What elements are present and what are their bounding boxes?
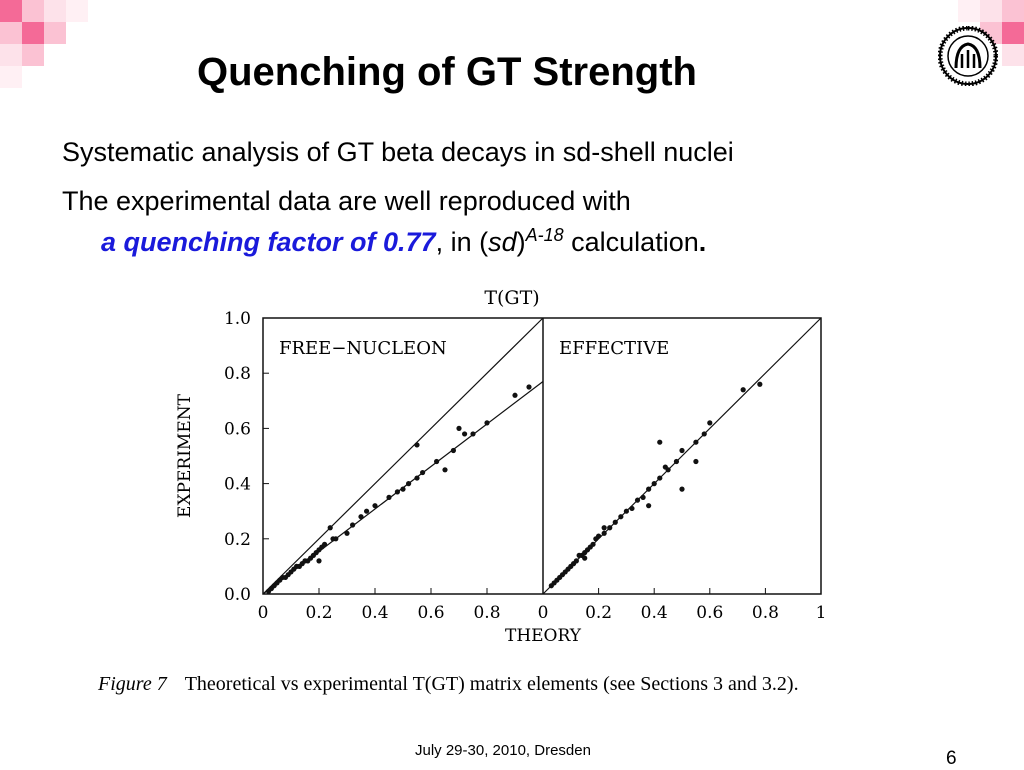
data-point <box>601 530 607 536</box>
y-tick-label: 1.0 <box>224 309 251 329</box>
bullet-2-tail: calculation <box>563 227 699 257</box>
data-point <box>450 447 456 454</box>
bullet-2: The experimental data are well reproduce… <box>62 186 631 216</box>
data-point <box>596 533 602 539</box>
data-point <box>372 503 378 509</box>
panel-label: EFFECTIVE <box>559 338 669 359</box>
data-point <box>646 486 652 492</box>
data-point <box>601 525 607 531</box>
footer-date: July 29-30, 2010, Dresden <box>415 742 591 759</box>
caption-figure-label: Figure 7 <box>98 673 167 695</box>
plot-frame <box>262 317 822 595</box>
data-point <box>590 541 596 547</box>
bullet-1: Systematic analysis of GT beta decays in… <box>62 137 734 167</box>
data-point <box>657 475 663 481</box>
bullet-2-close-paren: ) <box>516 227 526 257</box>
data-point <box>573 558 579 564</box>
tgt-scatter-chart: T(GT) FREE−NUCLEON 0 0.2 0.4 0.6 0.8 0.0 0.2 0.4 0… <box>175 287 827 646</box>
university-seal-icon <box>937 25 999 87</box>
data-point <box>657 439 663 445</box>
data-point <box>679 486 685 492</box>
bullet-2-period: . <box>698 227 707 257</box>
y-tick-label: 0.0 <box>224 585 251 605</box>
x-tick-label: 0.8 <box>473 603 500 623</box>
data-point <box>646 503 652 509</box>
data-point <box>707 420 713 426</box>
x-tick-label: 0.8 <box>752 603 779 623</box>
data-point <box>612 519 618 525</box>
data-point <box>456 425 462 431</box>
data-point <box>414 442 420 448</box>
data-point <box>322 541 328 547</box>
page-number: 6 <box>946 748 957 769</box>
data-point <box>651 481 657 487</box>
data-point <box>406 481 412 487</box>
data-point <box>740 387 746 393</box>
data-point <box>693 458 699 465</box>
data-point <box>526 384 532 390</box>
x-tick-label: 0 <box>538 603 549 623</box>
panel-label: FREE−NUCLEON <box>279 338 447 359</box>
slide-title: Quenching of GT Strength <box>197 50 697 94</box>
data-point <box>484 420 490 426</box>
x-axis-label: THEORY <box>505 626 582 646</box>
y-axis-label: EXPERIMENT <box>175 393 195 518</box>
data-point <box>629 505 635 512</box>
y-tick-label: 0.8 <box>224 364 251 384</box>
x-tick-label: 1 <box>816 603 827 623</box>
data-point <box>701 431 707 437</box>
caption-text: Theoretical vs experimental T(GT) matrix… <box>184 673 799 695</box>
data-point <box>462 431 468 437</box>
data-point <box>662 464 668 470</box>
tgt-figure: T(GT) FREE−NUCLEON 0 0.2 0.4 0.6 0.8 0.0 0.2 0.4 0… <box>150 278 870 678</box>
data-point <box>350 522 356 528</box>
data-point <box>394 489 400 495</box>
reference-line <box>262 317 544 595</box>
data-point <box>414 475 420 481</box>
y-tick-label: 0.6 <box>224 419 251 439</box>
data-point <box>757 381 763 387</box>
data-point <box>420 469 426 476</box>
data-point <box>364 508 370 514</box>
data-point <box>673 458 680 465</box>
data-point <box>358 514 364 520</box>
quenching-factor-highlight: a quenching factor of 0.77 <box>101 227 436 257</box>
data-point <box>442 467 448 473</box>
data-point <box>582 555 588 561</box>
y-tick-label: 0.4 <box>224 475 251 495</box>
data-point <box>400 486 406 492</box>
bullet-2-sd: sd <box>488 227 517 257</box>
data-point <box>640 494 646 500</box>
x-tick-label: 0.4 <box>361 603 388 623</box>
x-tick-label: 0.6 <box>417 603 444 623</box>
data-point <box>634 497 641 503</box>
data-point <box>434 458 440 465</box>
data-point <box>607 525 613 531</box>
data-point <box>333 536 339 542</box>
data-point <box>386 494 392 500</box>
figure-caption: Figure 7 Theoretical vs experimental T(GT… <box>98 673 799 696</box>
data-point <box>679 447 685 454</box>
data-point <box>623 508 629 514</box>
bullet-2-in: , in ( <box>435 227 489 257</box>
bullet-2-continuation: a quenching factor of 0.77, in (sd)A-18 … <box>101 225 706 258</box>
x-tick-label: 0 <box>258 603 269 623</box>
x-tick-label: 0.2 <box>305 603 332 623</box>
data-point <box>327 525 333 531</box>
x-tick-label: 0.6 <box>696 603 723 623</box>
data-point <box>344 530 350 536</box>
data-point <box>316 558 322 564</box>
data-point <box>512 392 518 398</box>
chart-title: T(GT) <box>484 287 539 309</box>
x-tick-label: 0.4 <box>641 603 668 623</box>
y-tick-label: 0.2 <box>224 530 251 550</box>
x-tick-label: 0.2 <box>585 603 612 623</box>
data-point <box>618 514 624 520</box>
data-point <box>693 439 699 445</box>
bullet-2-exponent: A-18 <box>525 225 564 245</box>
data-point <box>470 431 476 437</box>
